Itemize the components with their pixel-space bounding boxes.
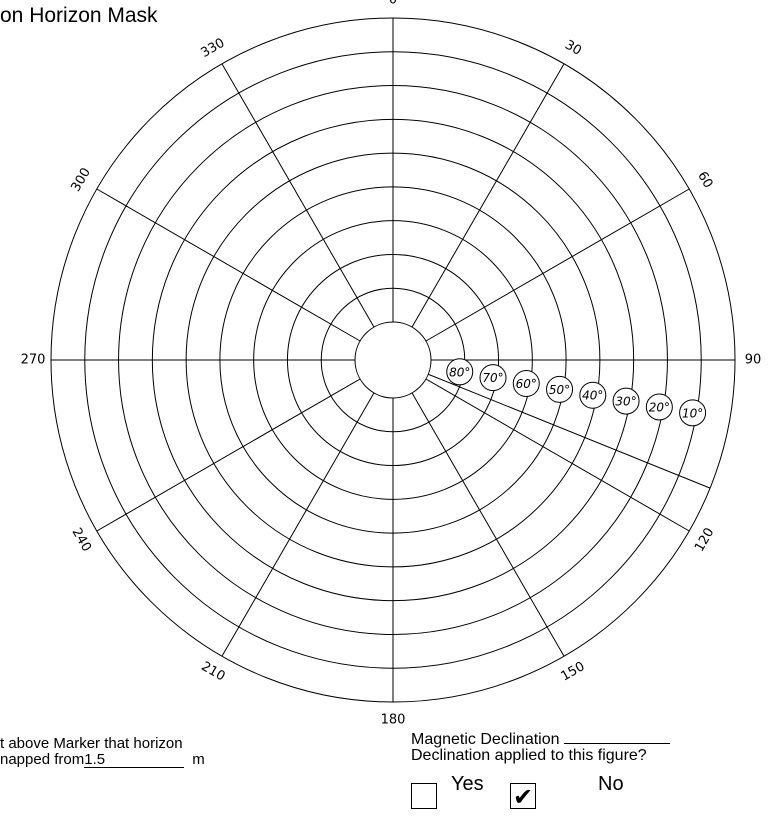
elevation-marker: 40° — [579, 381, 607, 409]
height-note-line1: t above Marker that horizon — [0, 735, 183, 752]
page-title: on Horizon Mask — [0, 4, 158, 27]
elevation-label: 80° — [449, 365, 470, 379]
azimuth-label-60: 60 — [694, 169, 715, 191]
magnetic-declination-section: Magnetic Declination Declination applied… — [411, 731, 670, 764]
azimuth-spokes — [51, 18, 735, 702]
elevation-marker: 70° — [479, 364, 507, 392]
declination-label: Magnetic Declination — [411, 731, 560, 748]
elevation-marker: 10° — [679, 399, 707, 427]
elevation-label: 40° — [582, 389, 603, 403]
elevation-marker: 50° — [546, 375, 574, 403]
declination-question: Declination applied to this figure? — [411, 747, 647, 764]
azimuth-spoke — [425, 188, 690, 342]
yes-label: Yes — [451, 773, 484, 795]
elevation-label: 50° — [549, 383, 570, 397]
azimuth-label-120: 120 — [692, 525, 717, 554]
elevation-marker: 30° — [612, 387, 640, 415]
no-label: No — [598, 773, 624, 795]
azimuth-label-150: 150 — [558, 659, 587, 684]
elevation-label: 30° — [615, 395, 636, 409]
azimuth-label-180: 180 — [381, 713, 406, 728]
declination-field[interactable] — [563, 731, 670, 744]
azimuth-spoke — [96, 378, 361, 532]
elevation-markers: 80° 70° 60° 50° 40° 30° 20° 10° — [446, 358, 707, 427]
elevation-label: 10° — [682, 406, 703, 420]
elevation-label: 60° — [516, 377, 537, 391]
zenith-circle — [354, 321, 432, 399]
elevation-label: 20° — [649, 400, 670, 414]
azimuth-spoke — [96, 188, 361, 342]
azimuth-label-210: 210 — [198, 659, 227, 684]
height-note-line2: napped from — [0, 751, 85, 768]
azimuth-label-90: 90 — [745, 353, 762, 368]
azimuth-label-0: 0 — [389, 0, 397, 8]
marker-height-note: t above Marker that horizon napped from1… — [0, 736, 205, 768]
azimuth-label-330: 330 — [198, 36, 227, 61]
elevation-label: 70° — [482, 371, 503, 385]
azimuth-spoke — [411, 392, 565, 657]
no-checkbox[interactable]: ✔ — [510, 783, 536, 810]
height-unit: m — [192, 751, 205, 768]
azimuth-label-300: 300 — [69, 165, 94, 194]
elevation-marker: 80° — [446, 358, 474, 386]
marker-height-field[interactable]: 1.5 — [84, 752, 185, 768]
azimuth-spoke — [221, 392, 375, 657]
azimuth-spoke — [411, 63, 565, 328]
elevation-scale-spoke — [428, 373, 711, 489]
azimuth-labels: 0 30 60 90 120 150 180 210 240 270 300 330 — [21, 0, 762, 728]
azimuth-spoke — [425, 378, 690, 532]
azimuth-label-270: 270 — [21, 353, 46, 368]
elevation-marker: 60° — [512, 370, 540, 398]
elevation-marker: 20° — [645, 393, 673, 421]
azimuth-label-240: 240 — [69, 525, 94, 554]
azimuth-spoke — [221, 63, 375, 328]
azimuth-label-30: 30 — [562, 38, 584, 59]
yes-checkbox[interactable] — [411, 783, 437, 809]
